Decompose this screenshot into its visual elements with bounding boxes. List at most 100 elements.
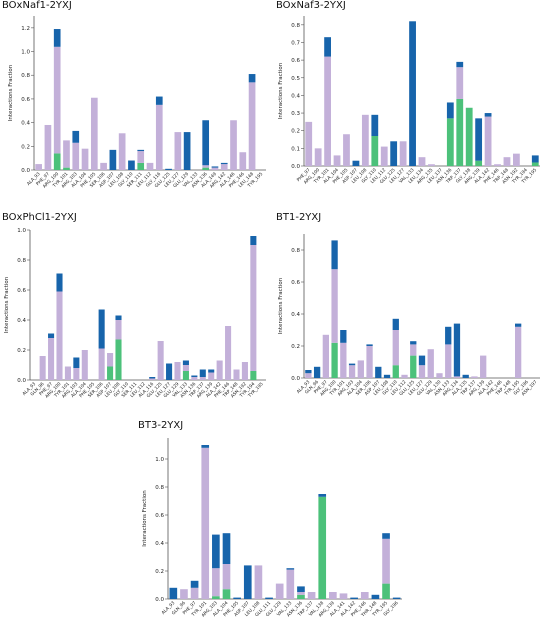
chart-title: BOxNaf3-2YXJ	[276, 0, 346, 11]
bar-hydrophobic	[410, 344, 417, 356]
bar-hydrophobic	[216, 360, 223, 380]
bar-hbond	[340, 330, 347, 343]
bar-water_bridge	[182, 371, 189, 380]
bar-hbond	[137, 149, 145, 152]
bar-hbond	[250, 236, 257, 245]
bar-hydrophobic	[155, 104, 163, 170]
bar-hbond	[191, 375, 198, 377]
chart-panel-1: BOxNaf1-2YXJ 0.0 0.2 0.4 0.6 0.8 1.0 1.2 Intera…	[0, 0, 272, 210]
bar-hydrophobic	[107, 353, 114, 367]
bar-hydrophobic	[212, 568, 220, 597]
bar-hydrophobic	[297, 592, 305, 595]
bar-water_bridge	[202, 167, 210, 170]
y-tick-label: 0.6	[291, 280, 300, 286]
bar-hbond	[243, 565, 252, 599]
bar-hbond	[166, 363, 173, 380]
bar-hbond	[222, 533, 231, 564]
bar-hbond	[484, 113, 492, 117]
y-tick-label: 0.0	[291, 164, 300, 170]
bar-hydrophobic	[503, 157, 511, 166]
bar-hydrophobic	[208, 372, 215, 380]
bar-hbond	[73, 357, 80, 368]
bar-hbond	[115, 315, 122, 320]
bar-hydrophobic	[222, 564, 231, 590]
bar-hbond	[366, 344, 373, 346]
bar-water_bridge	[331, 342, 338, 378]
bar-water_bridge	[465, 107, 473, 166]
bar-hydrophobic	[118, 133, 126, 170]
bar-hbond	[383, 374, 391, 378]
bar-hydrophobic	[324, 56, 331, 166]
bar-hydrophobic	[64, 366, 71, 380]
y-tick-label: 0.5	[291, 76, 300, 82]
bar-hydrophobic	[35, 164, 42, 170]
bar-hbond	[220, 162, 228, 165]
bar-hbond	[201, 445, 210, 448]
bar-hydrophobic	[44, 124, 52, 170]
bar-hbond	[318, 494, 327, 497]
bar-chart: 0.0 0.1 0.2 0.3 0.4 0.5 0.6 0.7 0.8 Interactions …	[278, 16, 540, 186]
bar-hbond	[446, 102, 454, 119]
bar-water_bridge	[371, 136, 379, 166]
bar-hbond	[72, 130, 80, 143]
y-tick-label: 0.2	[155, 569, 164, 575]
bar-hbond	[265, 597, 273, 599]
bar-hydrophobic	[484, 116, 492, 166]
bar-water_bridge	[297, 594, 305, 599]
y-axis-label: Interactions Fraction	[8, 64, 14, 121]
bar-hydrophobic	[211, 167, 219, 170]
bar-hbond	[183, 132, 191, 170]
bar-hbond	[418, 355, 426, 366]
y-tick-label: 0.8	[291, 23, 300, 29]
bar-hydrophobic	[241, 362, 248, 380]
bar-hydrophobic	[307, 592, 316, 599]
bar-hydrophobic	[445, 344, 452, 378]
bar-hbond	[233, 597, 241, 599]
bar-hbond	[199, 369, 206, 377]
bar-hydrophobic	[90, 97, 98, 170]
y-axis-label: Interactions Fraction	[278, 277, 284, 334]
bar-hydrophobic	[250, 245, 257, 371]
bar-hydrophobic	[174, 362, 181, 380]
bar-water_bridge	[115, 339, 122, 380]
bar-hbond	[305, 370, 312, 374]
bar-hydrophobic	[149, 378, 156, 380]
bar-hbond	[392, 597, 401, 599]
y-tick-label: 0.8	[291, 248, 300, 254]
bar-hydrophobic	[340, 342, 347, 378]
y-tick-label: 0.0	[21, 168, 30, 174]
bar-hydrophobic	[331, 269, 338, 343]
bar-water_bridge	[212, 596, 220, 599]
bar-hydrophobic	[73, 368, 80, 380]
y-tick-label: 0.7	[291, 40, 300, 46]
bar-hydrophobic	[100, 162, 107, 170]
bar-hydrophobic	[230, 120, 237, 170]
bar-hbond	[56, 273, 63, 292]
bar-water_bridge	[456, 98, 464, 166]
bar-chart: 0.0 0.2 0.4 0.6 0.8 1.0 1.2 Interactions Fracti…	[8, 16, 266, 190]
bar-hydrophobic	[401, 374, 408, 378]
bar-hydrophobic	[72, 142, 80, 170]
bar-water_bridge	[222, 589, 231, 599]
y-tick-label: 0.8	[155, 485, 164, 491]
bar-hydrophobic	[137, 151, 145, 163]
y-tick-label: 0.6	[155, 513, 164, 519]
y-tick-label: 0.2	[291, 129, 300, 135]
bar-hydrophobic	[339, 593, 348, 599]
bar-hbond	[248, 74, 256, 83]
bar-water_bridge	[382, 583, 390, 599]
bar-hbond	[371, 114, 379, 136]
y-tick-label: 0.4	[17, 318, 26, 324]
bar-hydrophobic	[115, 320, 122, 340]
bar-hbond	[48, 333, 55, 338]
bar-hydrophobic	[418, 365, 426, 378]
bar-hbond	[155, 96, 163, 105]
y-tick-label: 0.6	[21, 97, 30, 103]
bar-hydrophobic	[399, 141, 407, 166]
bar-hbond	[371, 594, 380, 599]
bar-hydrophobic	[190, 587, 199, 599]
bar-hydrophobic	[39, 356, 46, 380]
y-tick-label: 0.4	[291, 93, 300, 99]
y-tick-label: 0.2	[21, 144, 30, 150]
